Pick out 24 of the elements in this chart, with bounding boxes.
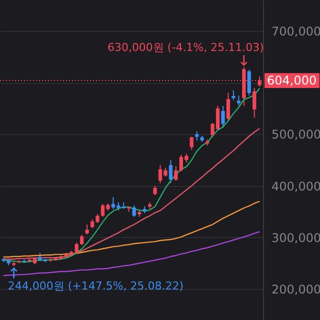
- y-tick-label: 200,000: [272, 282, 320, 297]
- line-series: [2, 231, 260, 276]
- candlestick: [226, 92, 230, 120]
- annotation: 244,000원 (+147.5%, 25.08.22): [8, 279, 184, 292]
- line-series: [2, 200, 260, 258]
- candlestick: [153, 185, 157, 196]
- y-tick-label: 400,000: [272, 179, 320, 194]
- annotation: 630,000원 (-4.1%, 25.11.03): [107, 41, 264, 54]
- candlestick: [190, 136, 194, 150]
- candlestick: [168, 160, 173, 184]
- candlestick: [247, 69, 251, 96]
- candlestick: [80, 234, 84, 246]
- y-tick-label: 500,000: [272, 128, 320, 142]
- candlestick: [132, 204, 136, 218]
- ref-line-label: 604,000: [267, 74, 317, 88]
- candlestick: [174, 166, 178, 182]
- y-tick-label: 700,000: [272, 24, 320, 38]
- candlestick: [85, 224, 89, 235]
- candlestick: [236, 94, 241, 106]
- candlestick: [232, 90, 236, 101]
- line-series: [2, 88, 260, 263]
- y-tick-label: 300,000: [272, 230, 320, 245]
- candlestick: [252, 87, 256, 118]
- candlestick: [221, 105, 225, 128]
